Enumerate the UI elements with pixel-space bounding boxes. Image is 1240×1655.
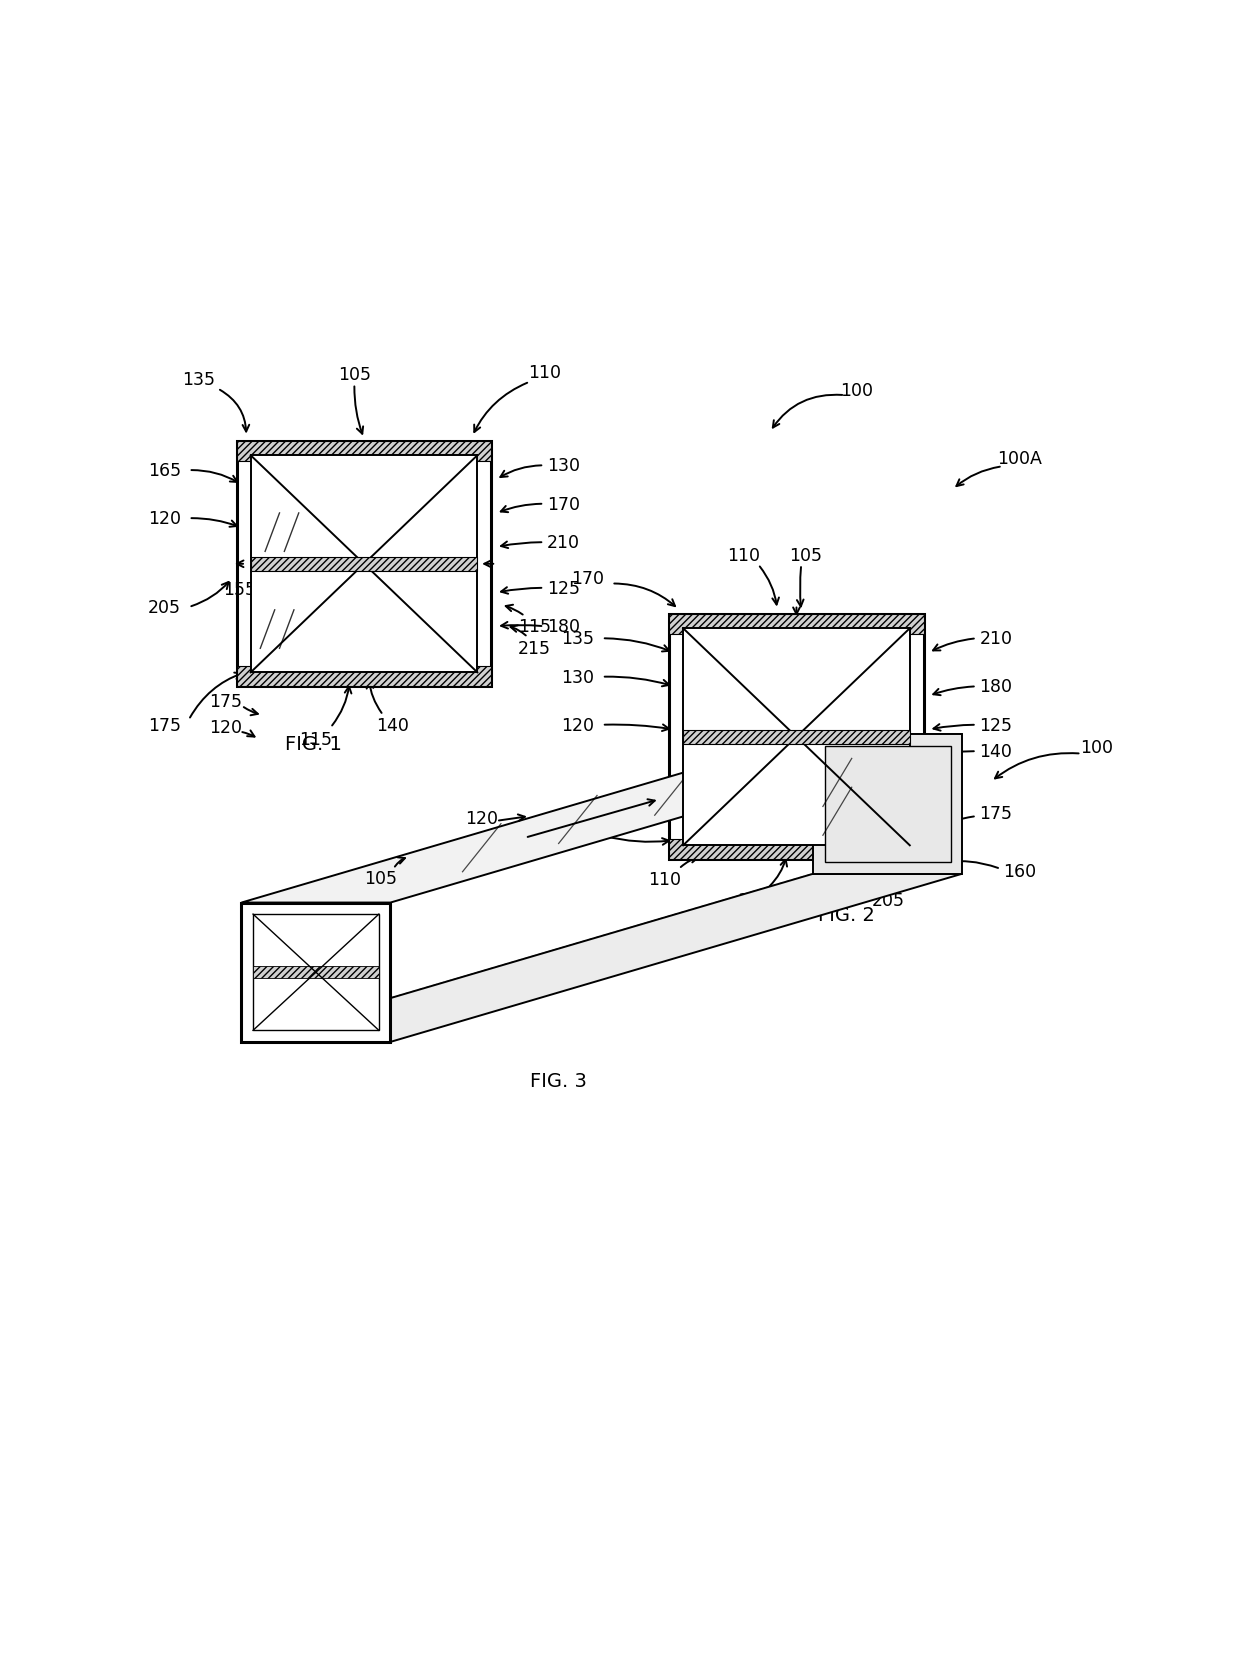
Text: 210: 210 [547,535,580,551]
Text: FIG. 3: FIG. 3 [531,1071,587,1091]
Bar [237,442,491,462]
Polygon shape [242,874,962,1043]
Polygon shape [825,746,951,862]
Text: 120: 120 [210,718,243,736]
Text: FIG. 2: FIG. 2 [818,905,875,923]
Text: 160: 160 [1003,862,1037,880]
Text: 140: 140 [377,717,409,735]
Text: 170: 170 [547,495,580,513]
Text: 205: 205 [872,890,904,909]
Text: 125: 125 [547,579,580,597]
Text: 170: 170 [570,569,604,588]
Text: 175: 175 [980,804,1012,823]
Text: 130: 130 [547,457,580,475]
Text: 135: 135 [562,631,594,647]
Text: FIG. 1: FIG. 1 [285,735,342,755]
Text: 140: 140 [345,642,378,660]
Text: 115: 115 [737,890,770,909]
Text: 115: 115 [518,617,551,636]
Text: 165: 165 [148,462,181,480]
Text: 125: 125 [926,780,960,796]
Bar [670,616,924,861]
Bar [250,457,477,674]
Bar [237,442,491,687]
Text: 115: 115 [300,732,332,748]
Text: 175: 175 [148,717,181,735]
Bar [250,558,477,571]
Text: 105: 105 [339,366,371,384]
Text: 120: 120 [148,510,181,528]
Polygon shape [253,915,379,1031]
Polygon shape [242,904,391,1043]
Bar [683,730,910,745]
Text: 110: 110 [727,546,760,564]
Text: 120: 120 [465,809,498,828]
Text: 205: 205 [148,599,181,617]
Text: 100A: 100A [997,450,1043,467]
Text: 155: 155 [223,581,257,599]
Bar [683,629,910,846]
Bar [670,839,924,861]
Bar [237,667,491,687]
Text: 135: 135 [182,371,215,389]
Text: 120: 120 [562,717,594,735]
Text: 215: 215 [518,639,551,657]
Text: 105: 105 [790,546,822,564]
Text: 110: 110 [647,871,681,889]
Text: 125: 125 [980,717,1012,735]
Text: 100: 100 [839,382,873,401]
Polygon shape [242,735,962,904]
Polygon shape [813,735,962,874]
Text: 100: 100 [1080,738,1114,756]
Text: 175: 175 [210,692,243,710]
Text: 180: 180 [980,679,1012,695]
Text: 210: 210 [980,631,1012,647]
Bar [670,616,924,636]
Text: 180: 180 [547,617,580,636]
Text: 130: 130 [562,669,594,687]
Text: 110: 110 [528,364,560,382]
Text: 140: 140 [980,743,1012,761]
Text: 165: 165 [562,828,594,844]
Bar [253,967,379,978]
Text: 105: 105 [365,869,397,887]
